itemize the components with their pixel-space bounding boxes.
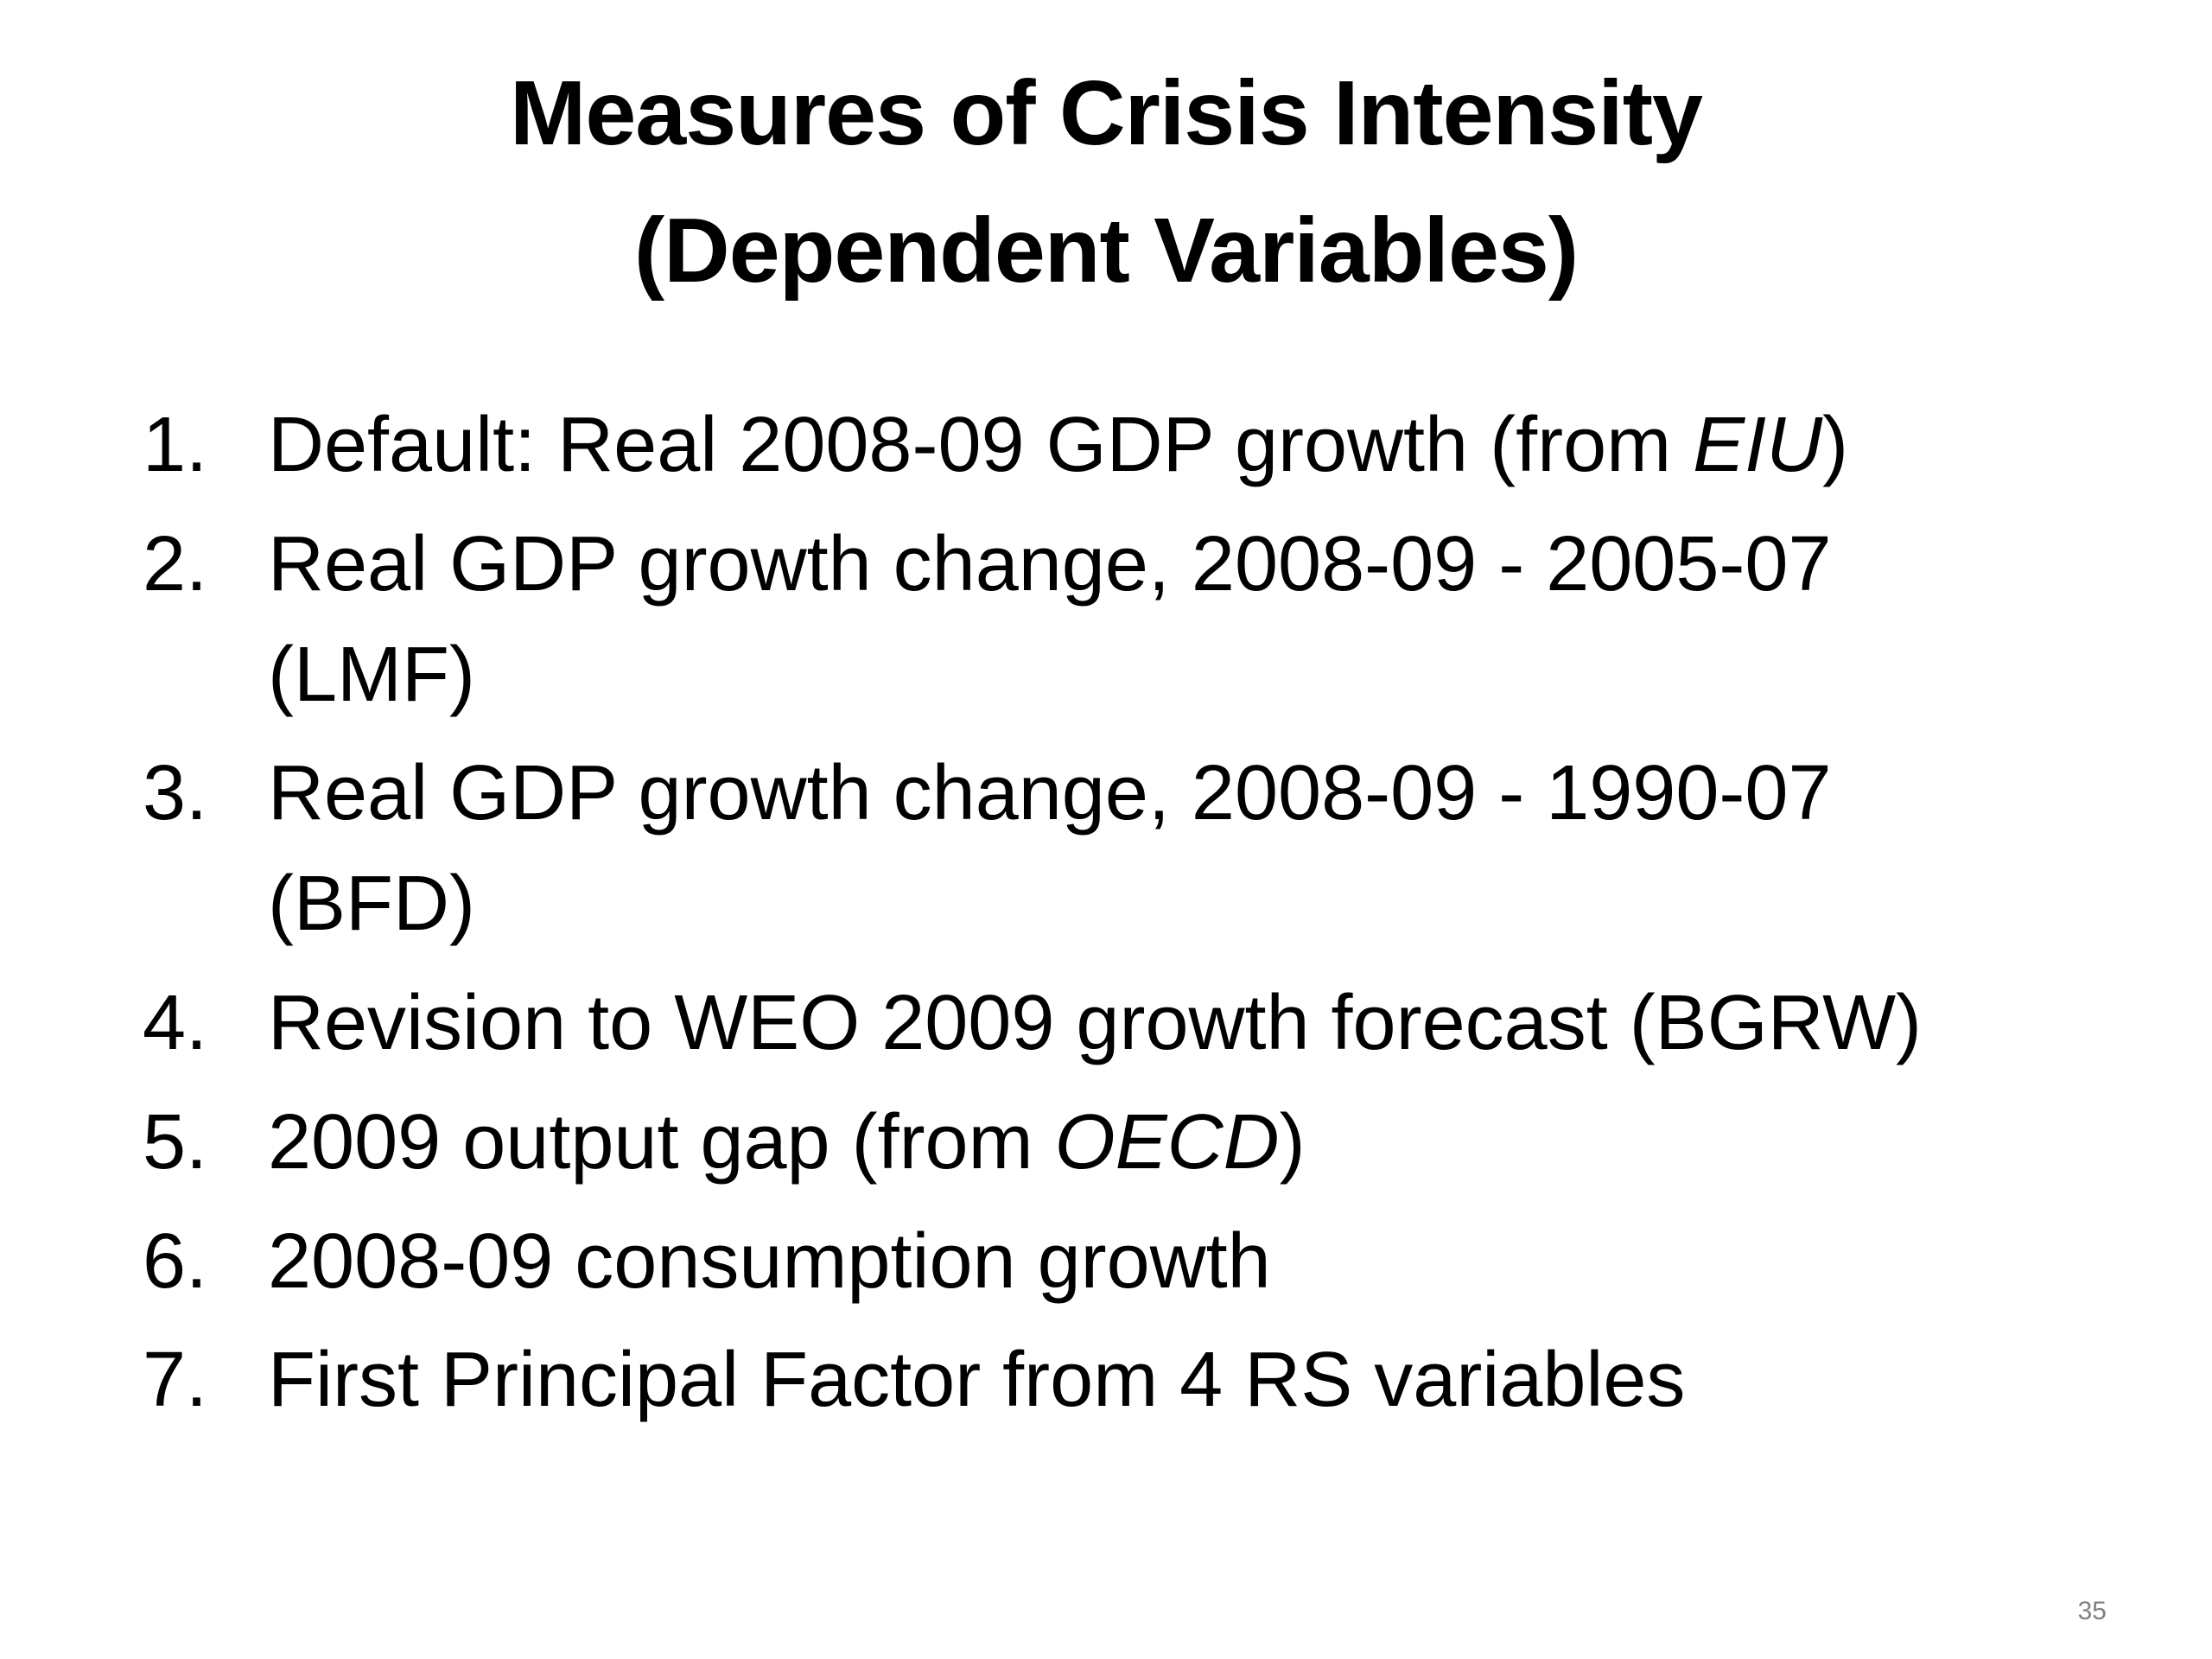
list-item-text: (BFD): [268, 861, 475, 948]
list-item: 3. Real GDP growth change, 2008-09 - 1990…: [143, 739, 2117, 960]
list-item-number: 3.: [143, 750, 208, 837]
list-item-number: 5.: [143, 1098, 208, 1185]
list-item-text: 2008-09 consumption growth: [268, 1217, 1271, 1305]
list-item: 5. 2009 output gap (from OECD): [143, 1088, 2117, 1198]
list-item-text: Revision to WEO 2009 growth forecast (BG…: [268, 979, 1922, 1066]
list-item-text: Default: Real 2008-09 GDP growth (from: [268, 402, 1694, 488]
list-item-text: First Principal Factor from 4 RS variabl…: [268, 1337, 1686, 1424]
list-item: 6. 2008-09 consumption growth: [143, 1207, 2117, 1318]
list-item-line: Default: Real 2008-09 GDP growth (from E…: [268, 391, 2117, 501]
list-item-line: (BFD): [268, 849, 2117, 960]
list-item-text-italic: EIU: [1693, 402, 1823, 488]
list-item-text: ): [1279, 1098, 1306, 1185]
list-item-number: 2.: [143, 520, 208, 607]
list-item-line: 2009 output gap (from OECD): [268, 1088, 2117, 1198]
list-item-text: 2009 output gap (from: [268, 1098, 1055, 1185]
slide-title: Measures of Crisis Intensity (Dependent …: [0, 0, 2212, 320]
list-item-line: Revision to WEO 2009 growth forecast (BG…: [268, 969, 2117, 1079]
list-item-line: Real GDP growth change, 2008-09 - 1990-0…: [268, 739, 2117, 849]
list-item: 7. First Principal Factor from 4 RS varia…: [143, 1325, 2117, 1436]
list-item-line: (LMF): [268, 620, 2117, 731]
list-item-text: (LMF): [268, 631, 475, 718]
list-item-line: First Principal Factor from 4 RS variabl…: [268, 1325, 2117, 1436]
list-item-number: 4.: [143, 979, 208, 1066]
list-item-text: Real GDP growth change, 2008-09 - 1990-0…: [268, 750, 1832, 837]
list-item-number: 7.: [143, 1337, 208, 1424]
page-number: 35: [2077, 1597, 2107, 1625]
list-item-number: 1.: [143, 402, 208, 488]
list-item-text: Real GDP growth change, 2008-09 - 2005-0…: [268, 520, 1832, 607]
dependent-variables-list: 1. Default: Real 2008-09 GDP growth (from…: [143, 391, 2117, 1445]
list-item-line: Real GDP growth change, 2008-09 - 2005-0…: [268, 510, 2117, 620]
list-item-line: 2008-09 consumption growth: [268, 1207, 2117, 1318]
list-item: 4. Revision to WEO 2009 growth forecast (…: [143, 969, 2117, 1079]
list-item-text-italic: OECD: [1054, 1098, 1280, 1185]
list-item: 1. Default: Real 2008-09 GDP growth (from…: [143, 391, 2117, 501]
list-item-number: 6.: [143, 1217, 208, 1305]
slide-title-line2: (Dependent Variables): [633, 200, 1579, 302]
list-item: 2. Real GDP growth change, 2008-09 - 2005…: [143, 510, 2117, 731]
list-item-text: ): [1822, 402, 1849, 488]
slide-title-line1: Measures of Crisis Intensity: [510, 62, 1703, 164]
